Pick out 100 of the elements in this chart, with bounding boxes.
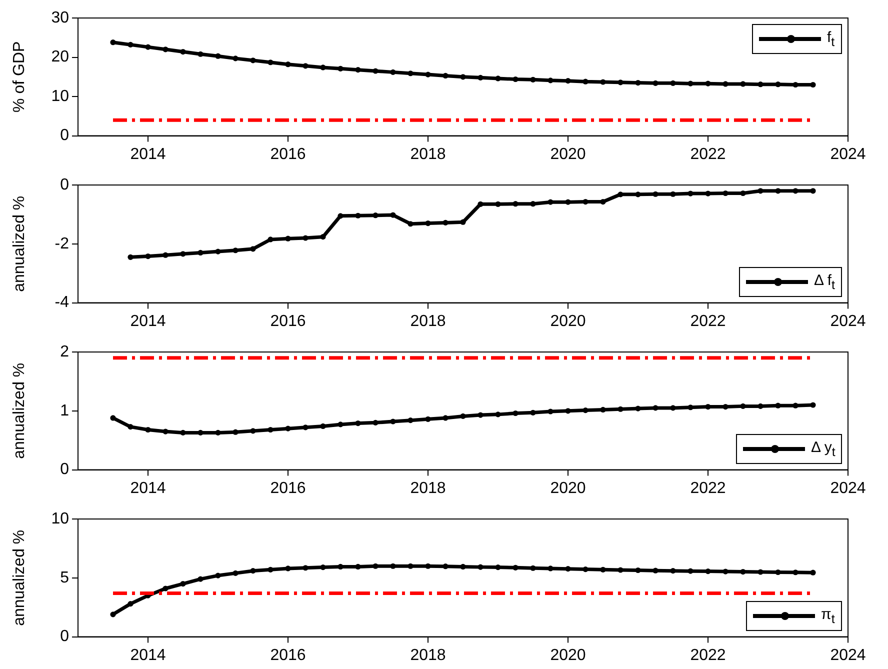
x-tick-label: 2020 (550, 480, 586, 497)
point (810, 82, 816, 88)
point (565, 199, 571, 205)
point (758, 188, 764, 194)
point (180, 580, 186, 587)
point (128, 42, 134, 48)
point (285, 426, 291, 432)
point (338, 422, 344, 428)
point (145, 44, 151, 50)
y-tick-label: 0 (60, 628, 70, 646)
point (145, 253, 151, 260)
point (565, 408, 571, 414)
x-tick-label: 2016 (270, 480, 306, 497)
point (740, 568, 746, 575)
point (618, 567, 624, 573)
point (425, 220, 431, 226)
point (635, 567, 641, 574)
y-tick-label: 5 (60, 569, 70, 586)
point (652, 191, 658, 197)
x-tick-label: 2014 (130, 312, 166, 330)
point (460, 564, 466, 570)
point (442, 564, 448, 570)
y-tick-label: 1 (60, 402, 70, 420)
point (250, 568, 256, 574)
point (162, 586, 168, 592)
point (128, 254, 134, 260)
point (775, 569, 781, 576)
point (548, 408, 554, 414)
legend-label: Δ y$_{t}$ (811, 438, 836, 459)
point (705, 190, 711, 196)
point (110, 415, 116, 421)
point (425, 72, 431, 78)
point (215, 572, 221, 578)
point (162, 428, 168, 434)
point (145, 426, 151, 433)
point (442, 415, 448, 421)
point (232, 248, 238, 254)
point (250, 428, 256, 434)
point (285, 236, 291, 242)
point (758, 569, 764, 575)
point (162, 252, 168, 258)
point (355, 67, 361, 73)
x-tick-label: 2022 (690, 146, 726, 163)
point (408, 418, 414, 424)
point (530, 76, 536, 82)
point (320, 234, 326, 240)
point (582, 198, 588, 205)
y-axis-title: % of GDP (11, 41, 28, 112)
point (600, 198, 606, 205)
y-tick-label: 30 (51, 9, 70, 26)
point (512, 201, 518, 207)
point (390, 69, 396, 75)
x-tick-label: 2024 (830, 480, 866, 497)
point (215, 430, 221, 436)
point (565, 78, 571, 84)
y-tick-label: 0 (60, 461, 70, 478)
point (705, 404, 711, 410)
point (600, 566, 606, 572)
point (670, 568, 676, 574)
point (792, 402, 798, 408)
y-tick-label: -2 (54, 235, 70, 252)
point (180, 48, 186, 55)
point (512, 76, 518, 82)
point (110, 612, 116, 618)
x-tick-label: 2022 (690, 312, 726, 330)
point (180, 430, 186, 436)
point (670, 80, 676, 86)
point (460, 219, 466, 225)
x-tick-label: 2016 (270, 646, 306, 664)
point (250, 246, 256, 252)
point (478, 201, 484, 207)
point (495, 76, 501, 82)
x-tick-label: 2022 (690, 480, 726, 497)
point (548, 566, 554, 572)
point (302, 565, 308, 571)
y-tick-label: 2 (60, 343, 70, 360)
point (775, 188, 781, 194)
point (635, 80, 641, 86)
point (442, 220, 448, 226)
point (670, 191, 676, 197)
point (792, 188, 798, 194)
x-tick-label: 2016 (270, 312, 306, 330)
x-tick-label: 2016 (270, 146, 306, 163)
point (408, 563, 414, 569)
point (495, 201, 501, 207)
point (565, 566, 571, 572)
point (408, 221, 414, 227)
point (215, 248, 221, 254)
point (722, 568, 728, 574)
point (198, 51, 204, 57)
point (792, 82, 798, 88)
point (250, 58, 256, 64)
point (792, 570, 798, 576)
legend-label: Δ f$_{t}$ (814, 272, 836, 292)
point (198, 250, 204, 256)
point (478, 412, 484, 418)
point (600, 406, 606, 413)
point (618, 80, 624, 86)
point (460, 74, 466, 80)
point (582, 408, 588, 414)
